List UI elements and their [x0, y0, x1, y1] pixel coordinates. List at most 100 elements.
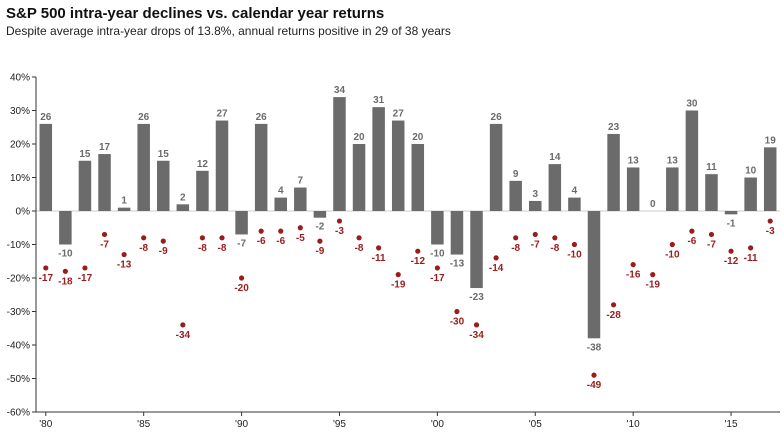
decline-label: -34 — [176, 330, 191, 341]
return-bar — [744, 177, 757, 211]
decline-dot — [473, 322, 480, 328]
return-label: 27 — [216, 109, 228, 120]
decline-label: -7 — [100, 239, 109, 250]
decline-dot — [434, 265, 440, 271]
y-tick-label: -10% — [7, 240, 30, 251]
decline-label: -19 — [391, 280, 406, 291]
return-label: 4 — [278, 186, 284, 197]
return-bar — [333, 97, 346, 211]
decline-dot — [336, 218, 343, 224]
return-label: 34 — [334, 85, 346, 96]
return-label: 15 — [79, 149, 91, 160]
return-bar — [685, 110, 699, 211]
return-bar — [196, 170, 209, 211]
decline-dot — [552, 235, 558, 241]
decline-dot — [258, 228, 264, 234]
return-bar — [391, 120, 405, 211]
return-label: 11 — [706, 162, 717, 173]
return-label: -2 — [315, 222, 324, 233]
y-tick-label: -50% — [7, 374, 30, 385]
return-label: 17 — [99, 142, 111, 153]
decline-label: -9 — [159, 246, 168, 257]
decline-dot — [689, 228, 695, 234]
return-bar — [450, 211, 464, 255]
return-label: 13 — [628, 155, 640, 166]
return-label: 7 — [298, 176, 304, 187]
decline-label: -7 — [531, 239, 540, 250]
return-label: -7 — [237, 238, 246, 249]
x-tick-label: '85 — [137, 419, 150, 430]
return-label: -13 — [450, 259, 465, 270]
decline-dot — [219, 235, 225, 241]
x-tick-label: '15 — [725, 419, 738, 430]
return-bar — [157, 160, 170, 211]
decline-label: -20 — [234, 283, 249, 294]
return-label: 4 — [572, 186, 578, 197]
decline-dot — [493, 255, 499, 261]
return-label: 20 — [353, 132, 365, 143]
x-tick-label: '10 — [627, 419, 640, 430]
return-bar — [294, 187, 307, 211]
return-label: 14 — [549, 152, 561, 163]
decline-label: -12 — [411, 256, 426, 267]
return-bar — [470, 211, 483, 289]
y-tick-label: 30% — [10, 106, 30, 117]
return-bar — [763, 147, 777, 211]
return-bar — [59, 211, 72, 245]
return-label: 26 — [40, 112, 52, 123]
decline-label: -18 — [58, 276, 73, 287]
decline-label: -17 — [39, 273, 54, 284]
y-tick-label: 0% — [16, 207, 31, 218]
decline-label: -49 — [587, 380, 602, 391]
decline-label: -5 — [296, 233, 305, 244]
decline-label: -6 — [687, 236, 696, 247]
return-label: 19 — [765, 135, 777, 146]
return-label: 1 — [121, 196, 127, 207]
return-bar — [587, 211, 601, 339]
decline-dot — [376, 245, 382, 251]
x-tick-label: '80 — [39, 419, 52, 430]
decline-dot — [532, 231, 538, 238]
decline-dot — [395, 272, 401, 278]
return-bar — [137, 123, 150, 211]
return-bar — [626, 167, 640, 211]
decline-label: -14 — [489, 263, 504, 274]
x-tick-label: '00 — [431, 419, 444, 430]
decline-dot — [180, 322, 186, 328]
decline-label: -17 — [430, 273, 445, 284]
return-label: 26 — [491, 112, 503, 123]
decline-dot — [317, 238, 323, 244]
y-tick-label: 10% — [10, 173, 30, 184]
decline-dot — [610, 302, 617, 308]
decline-label: -30 — [450, 317, 465, 328]
chart-subtitle: Despite average intra-year drops of 13.8… — [6, 24, 451, 38]
return-label: -1 — [727, 218, 736, 229]
return-label: 10 — [745, 166, 757, 177]
decline-dot — [454, 308, 460, 315]
return-label: 30 — [686, 99, 698, 110]
return-bar — [372, 107, 385, 211]
y-tick-label: 20% — [10, 140, 30, 151]
y-tick-label: -40% — [7, 341, 30, 352]
decline-dot — [238, 275, 245, 281]
return-label: 23 — [608, 122, 620, 133]
return-bar — [215, 120, 229, 211]
return-bar — [431, 211, 444, 245]
return-label: 27 — [393, 109, 405, 120]
return-bar — [274, 197, 287, 211]
decline-label: -8 — [511, 243, 520, 254]
decline-label: -8 — [355, 243, 364, 254]
return-label: 31 — [373, 95, 385, 106]
return-bar — [78, 160, 92, 211]
decline-label: -3 — [766, 226, 775, 237]
return-bar — [509, 180, 522, 211]
decline-label: -11 — [372, 253, 386, 264]
decline-dot — [43, 265, 49, 271]
return-bar — [548, 164, 562, 211]
return-label: 26 — [256, 112, 268, 123]
return-label: -38 — [587, 342, 602, 353]
decline-dot — [101, 231, 108, 238]
decline-label: -34 — [469, 330, 484, 341]
decline-label: -17 — [78, 273, 93, 284]
decline-label: -11 — [744, 253, 758, 264]
